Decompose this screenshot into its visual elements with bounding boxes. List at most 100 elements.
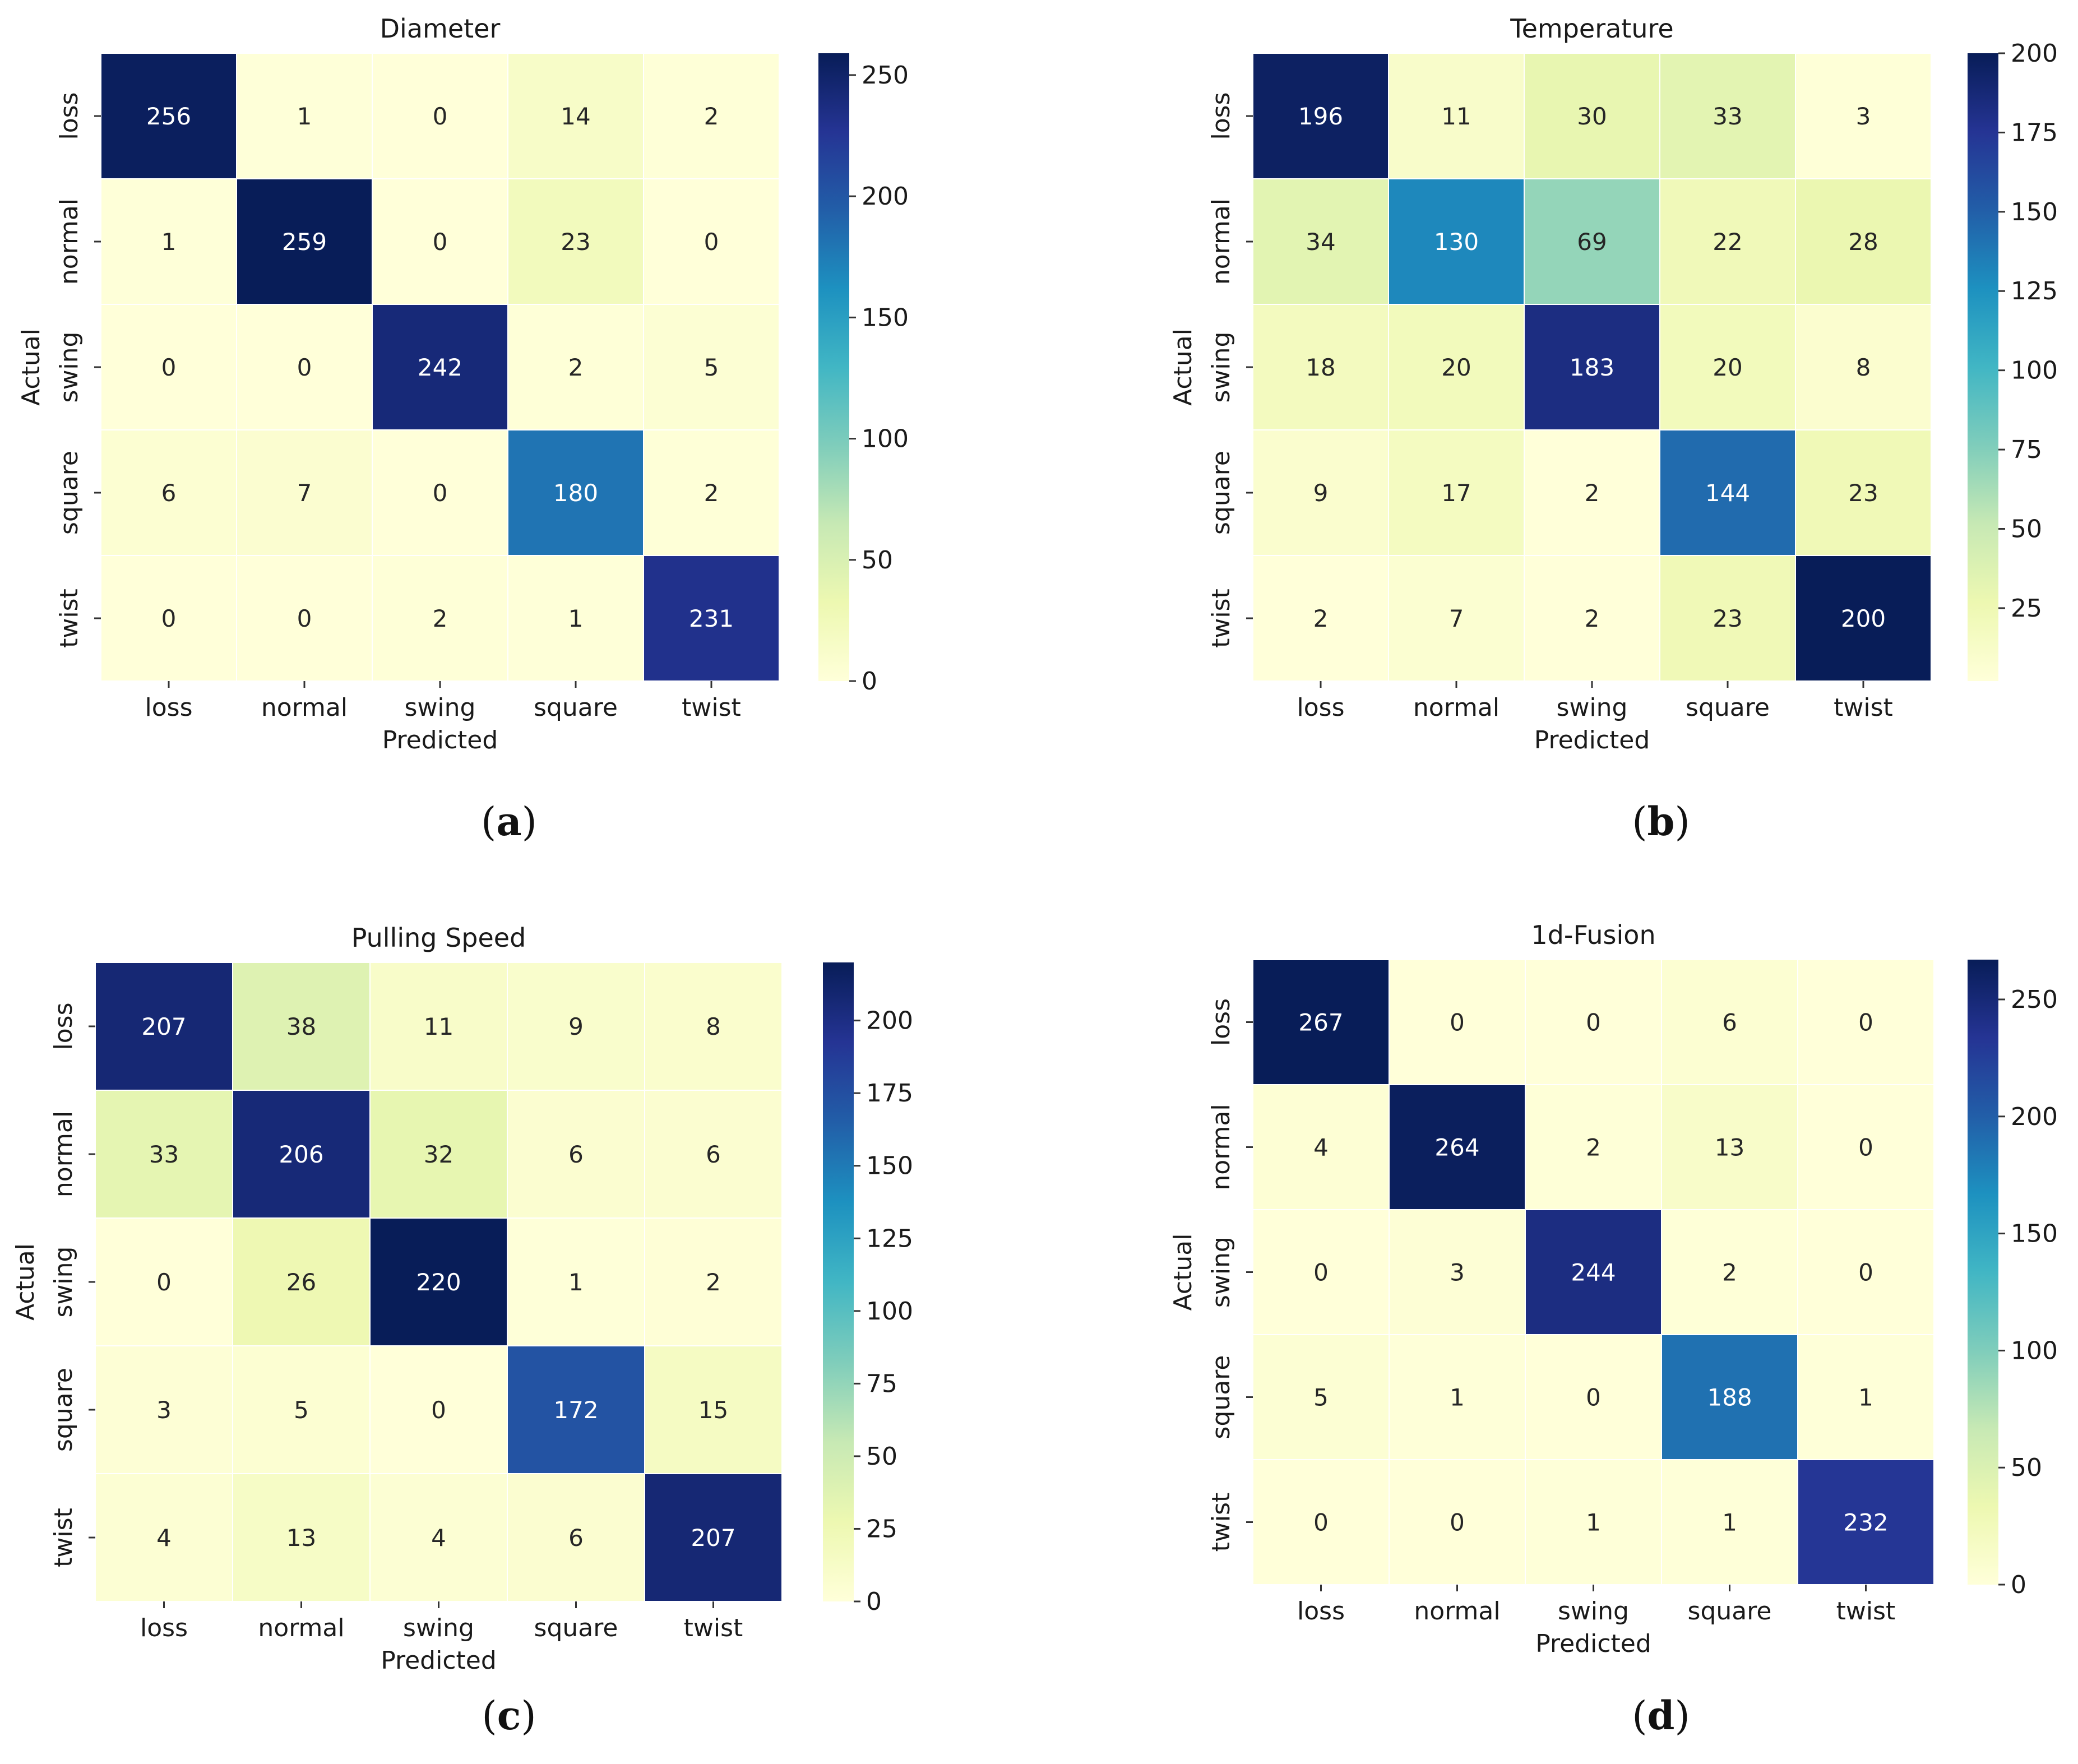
- cell-value-label: 1: [1722, 1509, 1737, 1536]
- colorbar-tick-label: 250: [862, 61, 909, 90]
- heatmap-cell: [236, 53, 373, 179]
- colorbar-tick-label: 100: [2011, 1336, 2058, 1365]
- cell-value-label: 183: [1570, 354, 1614, 381]
- x-tick-label: loss: [1297, 693, 1345, 722]
- cell-value-label: 13: [286, 1524, 316, 1552]
- cell-value-label: 3: [1856, 103, 1871, 130]
- cell-value-label: 32: [424, 1141, 453, 1168]
- y-axis-label: Actual: [11, 1243, 40, 1321]
- colorbar-tick-label: 0: [2011, 1571, 2026, 1599]
- heatmap-cell: [1524, 178, 1660, 305]
- cell-value-label: 244: [1571, 1259, 1616, 1286]
- heatmap-cell: [232, 1345, 371, 1474]
- x-tick-label: loss: [1297, 1597, 1345, 1626]
- heatmap-cell: [369, 1090, 508, 1219]
- colorbar-tick-label: 200: [2011, 39, 2058, 68]
- colorbar: [823, 962, 854, 1601]
- heatmap-cell: [507, 1345, 645, 1474]
- cell-value-label: 3: [156, 1396, 172, 1424]
- heatmap-cell: [1525, 1459, 1662, 1585]
- cell-value-label: 0: [1586, 1009, 1601, 1036]
- heatmap-cell: [1659, 555, 1796, 682]
- cell-value-label: 23: [1848, 479, 1878, 507]
- cell-value-label: 6: [568, 1524, 584, 1552]
- panel-label-letter: b: [1647, 798, 1675, 845]
- panel-label-close: ): [522, 799, 537, 845]
- cell-value-label: 4: [1313, 1134, 1329, 1161]
- y-tick-label: swing: [55, 332, 84, 403]
- heatmap-cell: [1252, 429, 1389, 556]
- heatmap-cell: [1389, 1209, 1526, 1335]
- y-axis-label: Actual: [1169, 328, 1197, 406]
- x-tick-label: loss: [140, 1614, 188, 1642]
- heatmap-cell: [643, 53, 780, 179]
- colorbar-tick-label: 100: [866, 1297, 913, 1326]
- heatmap-cell: [644, 962, 783, 1091]
- cell-value-label: 1: [297, 103, 312, 130]
- cell-value-label: 30: [1577, 103, 1607, 130]
- cell-value-label: 0: [1450, 1009, 1465, 1036]
- cell-value-label: 20: [1441, 354, 1471, 381]
- chart-title: Temperature: [1510, 13, 1673, 44]
- cell-value-label: 8: [706, 1013, 721, 1040]
- colorbar-tick-label: 50: [866, 1442, 897, 1471]
- x-tick-label: square: [534, 693, 618, 722]
- x-tick-label: twist: [682, 693, 741, 722]
- cell-value-label: 267: [1298, 1009, 1343, 1036]
- cell-value-label: 8: [1856, 354, 1871, 381]
- cell-value-label: 2: [704, 103, 719, 130]
- cell-value-label: 0: [1858, 1134, 1873, 1161]
- cell-value-label: 2: [433, 605, 448, 632]
- panel-label-letter: a: [496, 798, 521, 845]
- cell-value-label: 220: [416, 1268, 461, 1296]
- heatmap-cell: [236, 429, 373, 556]
- y-tick-label: normal: [49, 1111, 78, 1197]
- cell-value-label: 207: [141, 1013, 186, 1040]
- heatmap-cell: [1797, 1334, 1934, 1460]
- x-tick-label: normal: [1413, 693, 1500, 722]
- colorbar-tick-label: 50: [2011, 1453, 2042, 1482]
- panel-label: (a): [481, 798, 537, 845]
- heatmap-cell: [372, 555, 508, 682]
- heatmap-cell: [95, 1473, 233, 1602]
- colorbar: [1968, 53, 1998, 681]
- chart-title: Diameter: [380, 13, 501, 44]
- cell-value-label: 20: [1713, 354, 1742, 381]
- x-axis-label: Predicted: [1534, 726, 1650, 754]
- heatmap-cell: [1795, 429, 1932, 556]
- cell-value-label: 26: [286, 1268, 316, 1296]
- heatmap-cell: [507, 1473, 645, 1602]
- cell-value-label: 38: [286, 1013, 316, 1040]
- heatmap-cell: [644, 1345, 783, 1474]
- colorbar-tick-label: 200: [862, 182, 909, 211]
- x-tick-label: square: [1686, 693, 1770, 722]
- x-tick-label: twist: [1836, 1597, 1896, 1626]
- heatmap-cell: [643, 555, 780, 682]
- panel-label-letter: c: [497, 1692, 521, 1739]
- heatmap-cell: [95, 1217, 233, 1346]
- y-tick-label: normal: [55, 198, 84, 285]
- heatmap-cell: [100, 53, 237, 179]
- colorbar-tick-label: 0: [862, 667, 877, 696]
- cell-value-label: 4: [156, 1524, 172, 1552]
- cell-value-label: 231: [689, 605, 734, 632]
- heatmap-cell: [643, 178, 780, 305]
- heatmap-cell: [1524, 555, 1660, 682]
- heatmap-cell: [1661, 1334, 1798, 1460]
- heatmap-cell: [1525, 1084, 1662, 1210]
- colorbar: [1968, 960, 1998, 1585]
- heatmap-cell: [372, 429, 508, 556]
- heatmap-cell: [369, 962, 508, 1091]
- cell-value-label: 2: [1585, 479, 1600, 507]
- panel-label-open: (: [1632, 799, 1647, 845]
- cell-value-label: 6: [706, 1141, 721, 1168]
- cell-value-label: 264: [1434, 1134, 1479, 1161]
- heatmap-cell: [1388, 53, 1525, 179]
- cell-value-label: 0: [1313, 1259, 1329, 1286]
- heatmap-cell: [1389, 1084, 1526, 1210]
- heatmap-cell: [643, 304, 780, 430]
- y-tick-label: loss: [1207, 92, 1235, 140]
- cell-value-label: 22: [1713, 228, 1742, 256]
- cell-value-label: 0: [1313, 1509, 1329, 1536]
